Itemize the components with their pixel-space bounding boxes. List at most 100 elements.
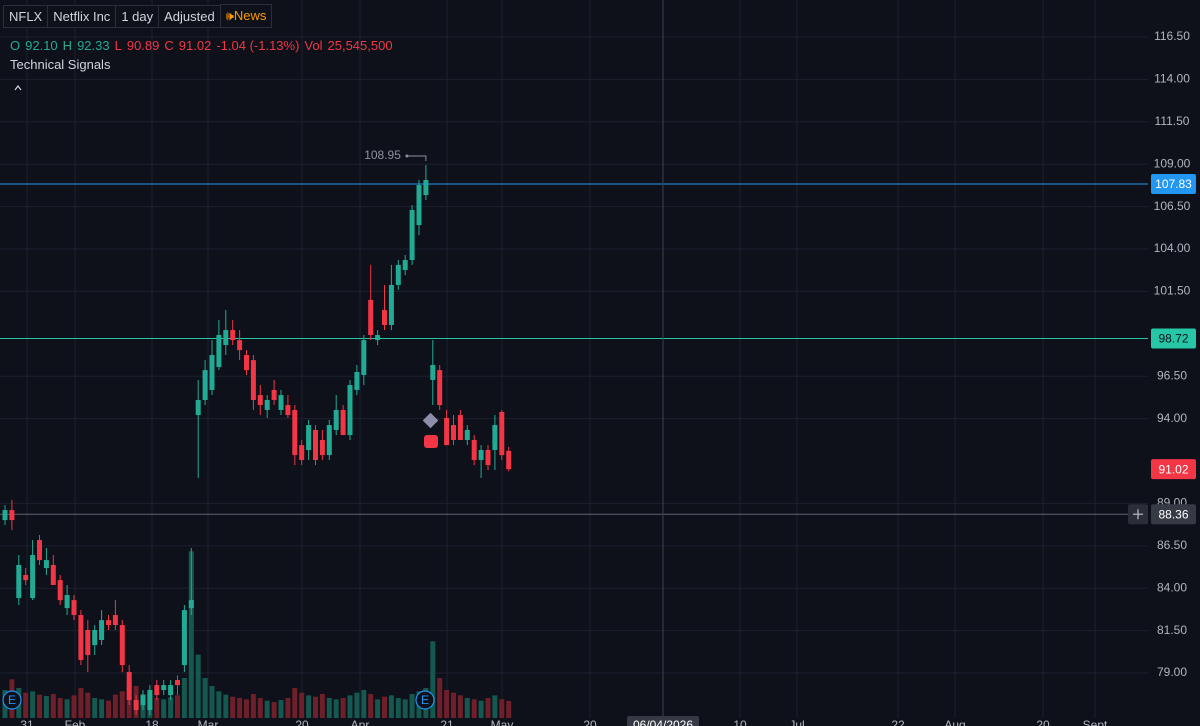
volume-label: Vol: [304, 37, 323, 53]
y-tick-label: 86.50: [1157, 538, 1187, 552]
candle-body: [168, 685, 174, 696]
candle-body: [223, 330, 229, 346]
x-tick-label: 18: [145, 718, 159, 726]
candle-body: [451, 425, 456, 440]
volume-bar: [244, 699, 249, 718]
x-tick-label: 20: [295, 718, 309, 726]
volume-bar: [271, 702, 277, 718]
volume-bar: [299, 692, 305, 718]
collapse-chevron[interactable]: [14, 85, 22, 91]
open-label: O: [10, 37, 21, 53]
earnings-marker[interactable]: [415, 690, 435, 710]
candle-body: [216, 334, 222, 368]
volume-bar: [492, 695, 498, 718]
candle-body: [23, 575, 29, 581]
volume-bar: [402, 699, 408, 718]
candle-body: [402, 260, 408, 271]
volume-bar: [451, 692, 456, 718]
volume-bar: [237, 698, 243, 718]
candle-body: [9, 510, 15, 521]
candle-body: [478, 450, 484, 461]
volume-bar: [161, 699, 167, 718]
candle-body: [444, 417, 450, 446]
max-marker-leader: [407, 155, 427, 162]
y-tick-label: 84.00: [1157, 580, 1187, 594]
y-tick-label: 79.00: [1157, 665, 1187, 679]
price-line-badge: [1151, 328, 1196, 349]
volume-bar: [444, 690, 450, 718]
x-tick-label: 31: [20, 718, 34, 726]
adjustment[interactable]: Adjusted: [158, 4, 221, 28]
candle-body: [64, 595, 70, 609]
volume-bar: [368, 694, 374, 718]
candle-body: [71, 600, 77, 616]
candle-body: [278, 395, 284, 410]
candle-body: [409, 209, 415, 261]
candle-body: [195, 399, 201, 416]
volume-bar: [395, 698, 401, 718]
high-value: 92.33: [77, 37, 110, 53]
candle-body: [50, 565, 56, 586]
last-price-badge: [1151, 459, 1196, 480]
candle-body: [2, 510, 8, 521]
open-value: 92.10: [25, 37, 58, 53]
volume-bar: [409, 694, 415, 718]
candle-body: [99, 620, 105, 640]
candle-body: [271, 389, 277, 400]
news-label: News: [233, 8, 267, 23]
earnings-marker[interactable]: [2, 690, 22, 710]
volume-bar: [326, 698, 332, 718]
price-line-label: 98.72: [1158, 332, 1188, 346]
low-label: L: [114, 37, 122, 53]
volume-value: 25,545,500: [327, 37, 393, 53]
interval[interactable]: 1 day: [115, 4, 160, 28]
y-tick-label: 116.50: [1154, 29, 1190, 43]
candle-body: [464, 429, 470, 440]
candle-body: [299, 445, 305, 461]
volume-bar: [43, 696, 49, 718]
candle-body: [181, 610, 187, 666]
candle-body: [78, 615, 84, 660]
company-name[interactable]: Netflix Inc: [47, 4, 117, 28]
candle-body: [347, 385, 353, 436]
volume-bar: [347, 695, 353, 718]
volume-bar: [64, 699, 70, 718]
x-tick-label: Mar: [198, 718, 219, 726]
x-tick-label: 10: [733, 718, 747, 726]
volume-bar: [106, 700, 111, 718]
candle-body: [133, 700, 139, 711]
candle-body: [485, 450, 491, 466]
plus-icon: [1133, 509, 1143, 520]
price-line-label: 107.83: [1155, 177, 1192, 191]
candle-body: [292, 409, 298, 456]
price-line-badge: [1151, 174, 1196, 195]
volume-bar: [250, 694, 256, 718]
crosshair-price-label: 88.36: [1158, 507, 1188, 521]
volume-bar: [202, 678, 208, 718]
news-button[interactable]: 🕪News: [219, 4, 273, 28]
x-tick-label: Apr: [351, 718, 370, 726]
volume-bar: [285, 698, 291, 718]
volume-bar: [306, 695, 312, 718]
volume-bar: [99, 699, 105, 718]
candle-body: [471, 439, 477, 461]
symbol[interactable]: NFLX: [3, 4, 49, 28]
volume-bar: [119, 691, 125, 718]
candle-body: [457, 415, 463, 440]
technical-signals[interactable]: Technical Signals: [10, 57, 111, 72]
candle-body: [188, 600, 194, 609]
candle-body: [112, 615, 118, 626]
volume-bar: [230, 696, 236, 718]
y-tick-label: 106.50: [1154, 199, 1191, 213]
candle-body: [106, 620, 111, 626]
volume-bar: [85, 692, 91, 718]
volume-bar: [457, 695, 463, 718]
crosshair-date: 06/04/2026: [633, 718, 693, 726]
signal-square[interactable]: [424, 435, 438, 448]
candle-body: [388, 284, 394, 325]
candle-body: [416, 185, 422, 226]
candle-body: [333, 409, 339, 430]
x-tick-label: Feb: [65, 718, 86, 726]
